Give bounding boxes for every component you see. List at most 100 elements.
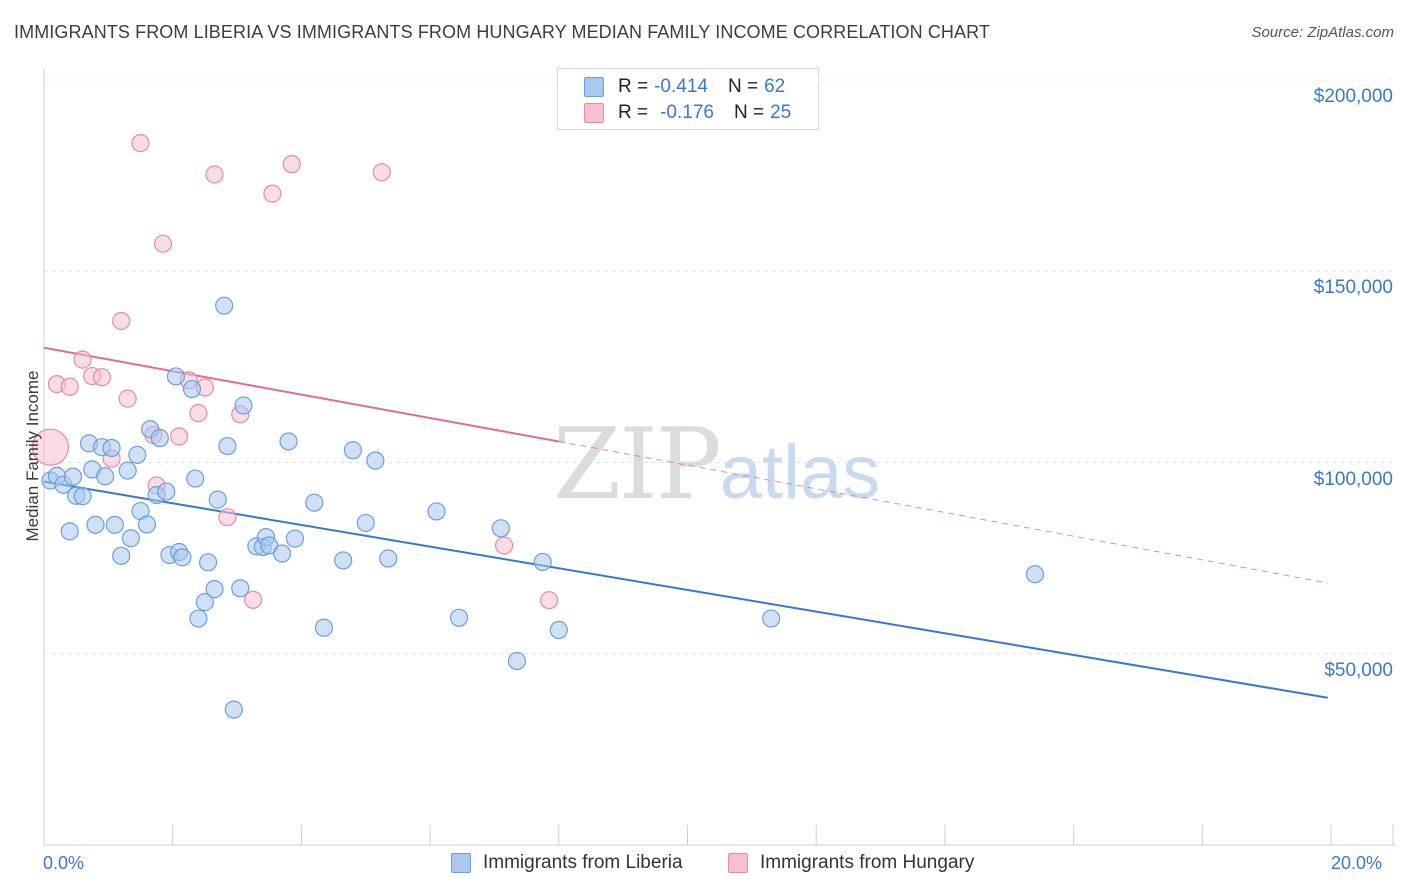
point-liberia <box>507 651 527 671</box>
point-liberia <box>215 296 234 315</box>
point-liberia <box>762 609 781 628</box>
y-axis-title: Median Family Income <box>23 370 43 542</box>
point-hungary <box>189 404 208 423</box>
point-liberia <box>195 593 214 612</box>
data-points <box>31 134 1045 719</box>
point-liberia <box>208 490 227 509</box>
point-liberia <box>189 609 208 628</box>
watermark: ZIPatlas <box>553 408 880 522</box>
point-hungary <box>263 184 282 203</box>
point-liberia <box>285 529 305 548</box>
point-liberia <box>118 461 137 480</box>
legend-n-label: N = <box>733 102 765 123</box>
point-hungary <box>131 134 150 153</box>
legend-n-label: N = <box>727 76 759 97</box>
legend-label-hungary: Immigrants from Hungary <box>760 852 975 873</box>
y-tick-label-100000: $100,000 <box>1313 468 1393 490</box>
point-liberia <box>121 529 140 548</box>
legend-label-liberia: Immigrants from Liberia <box>483 852 683 873</box>
point-hungary <box>244 590 263 609</box>
point-liberia <box>166 367 186 386</box>
point-hungary <box>118 389 137 408</box>
source-label: Source: ZipAtlas.com <box>1251 24 1394 41</box>
y-tick-label-200000: $200,000 <box>1313 86 1393 107</box>
x-tick-label-max: 20.0% <box>1331 853 1383 873</box>
point-hungary <box>73 350 92 369</box>
gridlines <box>44 79 1396 655</box>
point-liberia <box>86 515 105 534</box>
point-liberia <box>128 445 147 464</box>
point-liberia <box>182 379 202 399</box>
point-liberia <box>73 487 92 506</box>
trend-line-liberia <box>43 480 1328 699</box>
point-liberia <box>63 467 83 486</box>
legend-n-value: 25 <box>770 102 792 123</box>
trend-line-hungary <box>43 346 559 443</box>
point-liberia <box>198 553 218 572</box>
point-liberia <box>314 618 334 637</box>
y-tick-label-150000: $150,000 <box>1313 277 1393 299</box>
point-liberia <box>205 580 224 599</box>
point-liberia <box>449 608 469 627</box>
point-liberia <box>234 396 253 415</box>
legend-row-hungary: R = -0.176 N = 25 <box>584 101 791 125</box>
point-liberia <box>218 436 237 456</box>
point-liberia <box>343 441 362 460</box>
point-liberia <box>157 482 176 501</box>
legend-r-value: -0.176 <box>660 102 714 123</box>
point-liberia <box>102 438 121 458</box>
chart-title: IMMIGRANTS FROM LIBERIA VS IMMIGRANTS FR… <box>14 22 991 42</box>
point-liberia <box>427 502 446 521</box>
hungary-swatch <box>728 853 748 873</box>
liberia-swatch <box>451 853 471 873</box>
point-liberia <box>366 451 385 470</box>
point-hungary <box>170 427 189 446</box>
point-liberia <box>231 579 250 598</box>
legend-r-label: R = <box>618 76 649 97</box>
point-liberia <box>186 469 205 488</box>
liberia-swatch <box>584 77 604 97</box>
legend-row-liberia: R = -0.414 N = 62 <box>584 75 785 99</box>
point-liberia <box>173 548 192 567</box>
x-tick-label-min: 0.0% <box>43 853 85 873</box>
hungary-swatch <box>584 103 604 123</box>
point-liberia <box>356 513 375 533</box>
point-hungary <box>60 377 79 396</box>
legend-r-label: R = <box>618 102 649 123</box>
x-axis <box>43 68 1396 846</box>
legend-n-value: 62 <box>764 76 786 97</box>
point-liberia <box>60 522 79 541</box>
point-hungary <box>205 165 224 184</box>
point-liberia <box>379 549 398 568</box>
point-liberia <box>533 552 552 572</box>
point-hungary <box>495 536 514 555</box>
point-liberia <box>105 515 124 534</box>
point-liberia <box>305 493 324 512</box>
y-tick-label-50000: $50,000 <box>1324 659 1393 681</box>
legend-item-liberia: Immigrants from Liberia <box>451 852 683 874</box>
point-liberia <box>549 620 568 640</box>
point-liberia <box>96 467 115 486</box>
trend-lines <box>43 346 1328 699</box>
point-hungary <box>92 368 112 387</box>
point-hungary <box>540 591 559 610</box>
point-hungary <box>218 508 237 527</box>
point-liberia <box>334 551 353 570</box>
legend-item-hungary: Immigrants from Hungary <box>728 852 974 874</box>
point-liberia <box>272 544 292 563</box>
point-liberia <box>150 428 169 448</box>
point-hungary <box>282 155 301 174</box>
legend-r-value: -0.414 <box>654 76 708 97</box>
point-hungary <box>31 428 70 466</box>
point-hungary <box>153 234 173 253</box>
point-liberia <box>1025 565 1045 584</box>
series-legend: Immigrants from Liberia Immigrants from … <box>0 852 1406 878</box>
trend-line-hungary-extension <box>558 440 1328 584</box>
watermark-zip: ZIP <box>553 408 722 522</box>
stats-legend: R = -0.414 N = 62 R = -0.176 N = 25 <box>557 68 819 130</box>
point-hungary <box>112 311 131 331</box>
point-liberia <box>491 519 510 538</box>
point-liberia <box>260 536 279 555</box>
point-liberia <box>279 432 298 451</box>
